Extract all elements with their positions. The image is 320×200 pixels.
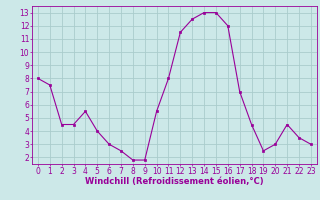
- X-axis label: Windchill (Refroidissement éolien,°C): Windchill (Refroidissement éolien,°C): [85, 177, 264, 186]
